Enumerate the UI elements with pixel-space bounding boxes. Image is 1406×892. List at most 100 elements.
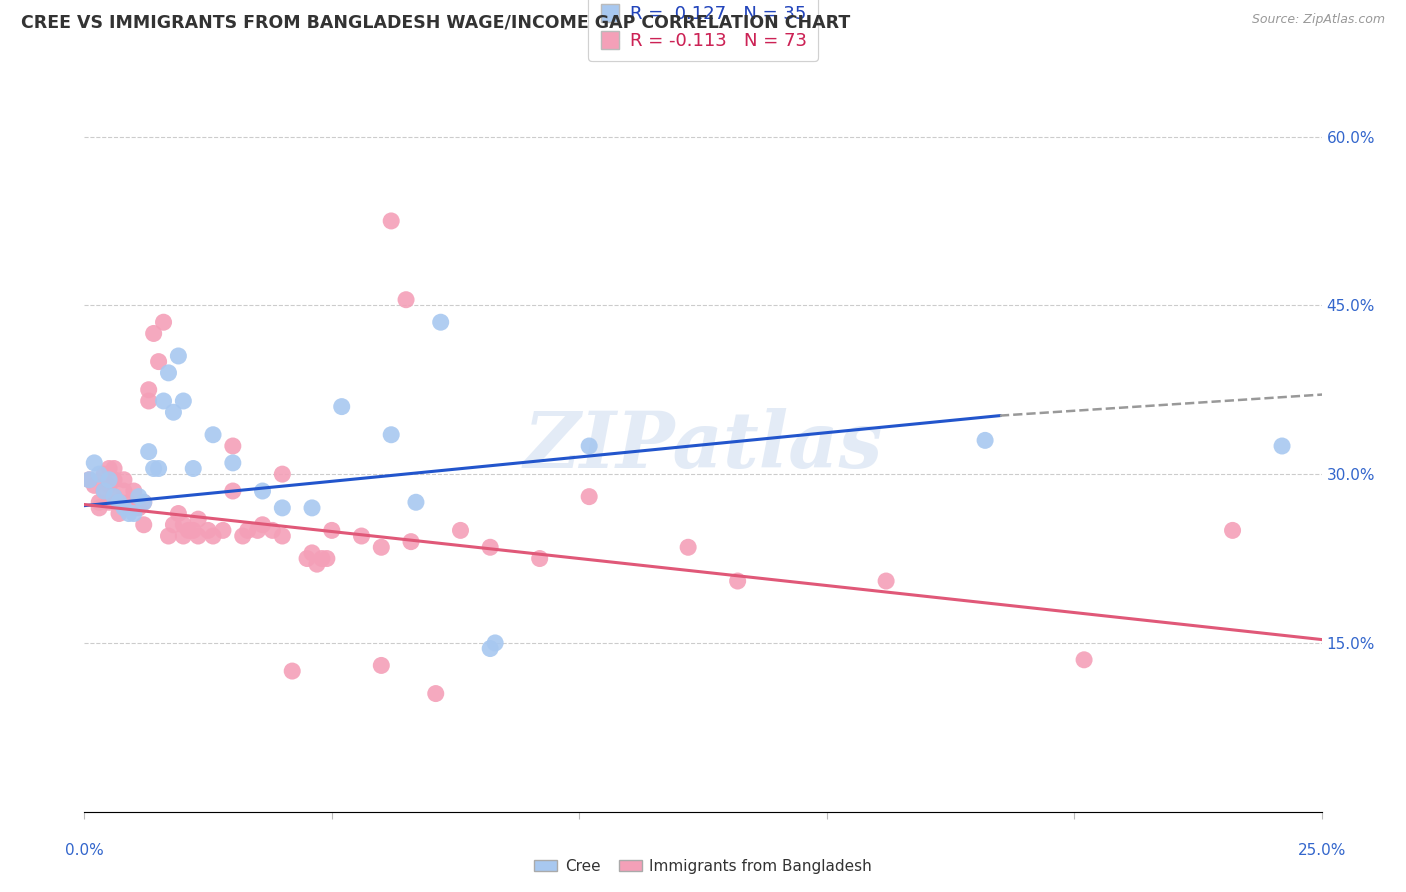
Point	[148, 461, 170, 475]
Point	[112, 473, 135, 487]
Point	[271, 467, 294, 482]
Text: 25.0%: 25.0%	[1298, 843, 1346, 858]
Point	[138, 383, 160, 397]
Point	[103, 473, 125, 487]
Point	[89, 500, 111, 515]
Point	[271, 529, 294, 543]
Point	[370, 658, 392, 673]
Point	[79, 473, 101, 487]
Point	[83, 456, 105, 470]
Point	[98, 461, 121, 475]
Point	[875, 574, 897, 588]
Point	[479, 641, 502, 656]
Point	[246, 524, 269, 538]
Point	[157, 366, 180, 380]
Point	[122, 483, 145, 498]
Point	[262, 524, 284, 538]
Point	[138, 394, 160, 409]
Point	[122, 507, 145, 521]
Point	[93, 483, 115, 498]
Point	[142, 326, 165, 341]
Point	[727, 574, 749, 588]
Point	[380, 427, 402, 442]
Text: 0.0%: 0.0%	[65, 843, 104, 858]
Point	[1222, 524, 1244, 538]
Point	[103, 461, 125, 475]
Point	[79, 473, 101, 487]
Point	[301, 546, 323, 560]
Point	[93, 483, 115, 498]
Point	[370, 541, 392, 555]
Point	[118, 507, 141, 521]
Point	[167, 349, 190, 363]
Point	[162, 517, 184, 532]
Point	[132, 517, 155, 532]
Point	[271, 500, 294, 515]
Point	[450, 524, 472, 538]
Point	[132, 495, 155, 509]
Text: Source: ZipAtlas.com: Source: ZipAtlas.com	[1251, 13, 1385, 27]
Point	[138, 444, 160, 458]
Point	[83, 478, 105, 492]
Point	[222, 439, 245, 453]
Point	[89, 495, 111, 509]
Point	[103, 490, 125, 504]
Point	[108, 495, 131, 509]
Text: CREE VS IMMIGRANTS FROM BANGLADESH WAGE/INCOME GAP CORRELATION CHART: CREE VS IMMIGRANTS FROM BANGLADESH WAGE/…	[21, 13, 851, 31]
Point	[222, 483, 245, 498]
Point	[295, 551, 318, 566]
Point	[330, 400, 353, 414]
Point	[172, 529, 194, 543]
Point	[197, 524, 219, 538]
Point	[103, 490, 125, 504]
Point	[578, 490, 600, 504]
Point	[89, 467, 111, 482]
Point	[974, 434, 997, 448]
Point	[315, 551, 337, 566]
Point	[676, 541, 699, 555]
Point	[93, 467, 115, 482]
Point	[212, 524, 235, 538]
Point	[187, 529, 209, 543]
Point	[484, 636, 506, 650]
Point	[222, 456, 245, 470]
Point	[578, 439, 600, 453]
Point	[177, 524, 200, 538]
Point	[128, 490, 150, 504]
Point	[172, 394, 194, 409]
Point	[148, 354, 170, 368]
Point	[112, 483, 135, 498]
Point	[202, 529, 225, 543]
Point	[118, 495, 141, 509]
Point	[108, 495, 131, 509]
Point	[142, 461, 165, 475]
Point	[122, 500, 145, 515]
Point	[425, 687, 447, 701]
Point	[98, 478, 121, 492]
Point	[405, 495, 427, 509]
Point	[132, 495, 155, 509]
Point	[232, 529, 254, 543]
Point	[281, 664, 304, 678]
Point	[152, 315, 174, 329]
Point	[399, 534, 422, 549]
Point	[1073, 653, 1095, 667]
Point	[187, 512, 209, 526]
Point	[98, 495, 121, 509]
Point	[321, 524, 343, 538]
Point	[98, 473, 121, 487]
Legend: R =  0.127   N = 35, R = -0.113   N = 73: R = 0.127 N = 35, R = -0.113 N = 73	[588, 0, 818, 61]
Point	[252, 517, 274, 532]
Point	[301, 500, 323, 515]
Legend: Cree, Immigrants from Bangladesh: Cree, Immigrants from Bangladesh	[529, 853, 877, 880]
Point	[429, 315, 451, 329]
Point	[529, 551, 551, 566]
Point	[181, 524, 204, 538]
Point	[350, 529, 373, 543]
Point	[479, 541, 502, 555]
Point	[305, 557, 328, 571]
Point	[252, 483, 274, 498]
Point	[128, 500, 150, 515]
Point	[1271, 439, 1294, 453]
Point	[172, 517, 194, 532]
